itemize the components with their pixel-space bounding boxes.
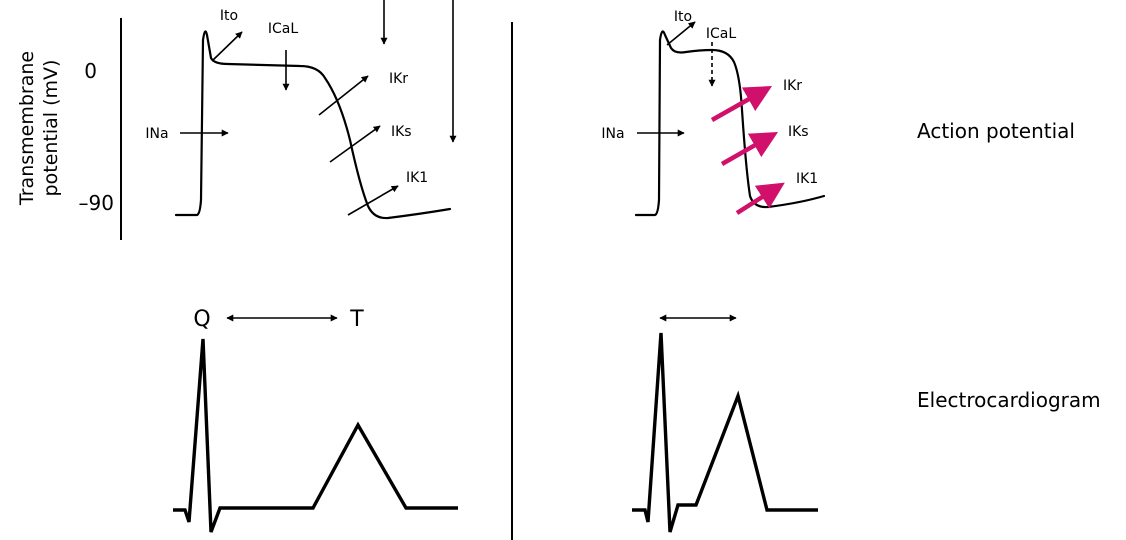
axis-tick-minus90: –90 [79,191,114,215]
action-potential-label: Action potential [917,119,1075,143]
short-ical-label: ICaL [706,26,736,42]
axis-tick-0: 0 [84,59,97,83]
short-ecg-trace [632,332,818,533]
ito-label: Ito [220,8,238,24]
iks-arrow [329,125,381,163]
iks-enhanced-arrow [720,131,779,166]
short-qt-ecg [632,314,818,533]
electrocardiogram-label: Electrocardiogram [917,388,1101,412]
short-ina-label: INa [601,126,624,142]
ina-label: INa [145,126,168,142]
ical-label: ICaL [268,21,298,37]
q-label: Q [193,307,210,332]
t-label: T [349,307,364,332]
normal-action-potential: Ito ICaL INa IKr IKs IK1 [145,0,457,220]
iks-label: IKs [391,124,412,140]
short-iks-label: IKs [788,124,809,140]
ikr-arrow [318,75,369,116]
axis-title-line2: potential (mV) [40,60,62,197]
ik1-label: IK1 [406,170,428,186]
potential-axis: Transmembrane potential (mV) 0 –90 [16,18,122,240]
normal-ecg: Q T [173,307,458,533]
ikr-enhanced-arrow [710,86,773,122]
short-ikr-label: IKr [783,78,802,94]
ik1-enhanced-arrow [735,182,785,215]
ito-arrow [211,31,243,62]
shortened-action-potential: Ito ICaL INa IKr IKs IK1 [601,9,826,217]
normal-ap-curve [174,30,452,220]
short-ik1-label: IK1 [796,171,818,187]
normal-ecg-trace [173,338,458,533]
short-ito-arrow [666,21,696,46]
short-ito-label: Ito [674,9,692,25]
axis-title-line1: Transmembrane [16,51,38,206]
ik1-arrow [347,185,399,216]
ikr-label: IKr [389,71,408,87]
